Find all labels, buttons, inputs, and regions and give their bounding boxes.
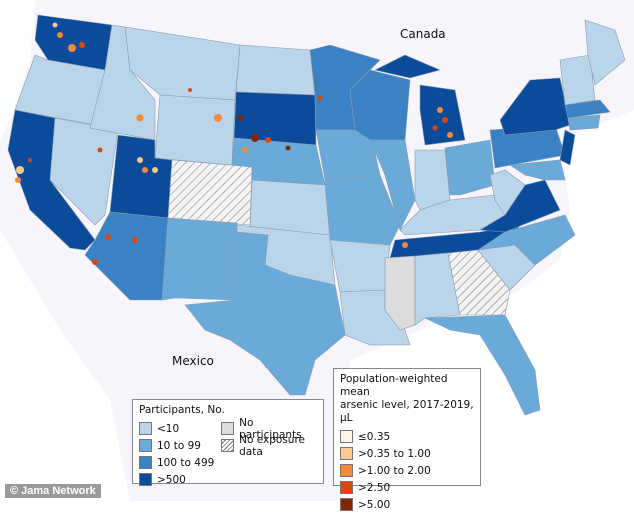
copyright-credit: © Jama Network: [5, 484, 101, 498]
state-florida[interactable]: [424, 314, 541, 416]
arsenic-legend: Population-weighted mean arsenic level, 2…: [333, 368, 481, 511]
swatch-icon: [139, 422, 152, 435]
state-south-dakota[interactable]: [233, 91, 317, 146]
state-illinois[interactable]: [369, 139, 416, 231]
legend-item-no-participants: No participants: [221, 417, 317, 441]
state-kansas[interactable]: [249, 179, 331, 236]
state-texas[interactable]: [184, 231, 346, 396]
legend-item-gt500: >5.00: [340, 496, 474, 513]
state-north-carolina[interactable]: [477, 214, 576, 266]
state-connecticut-ri[interactable]: [567, 114, 601, 131]
legend-item-10to99: 10 to 99: [139, 437, 221, 454]
participants-legend-title: Participants, No.: [139, 404, 225, 416]
swatch-icon: [340, 447, 353, 460]
swatch-icon: [221, 422, 235, 435]
state-georgia[interactable]: [447, 249, 511, 316]
legend-item-lt10: <10: [139, 420, 221, 437]
state-vermont-nh[interactable]: [559, 54, 596, 106]
swatch-icon: [340, 481, 353, 494]
state-colorado[interactable]: [167, 159, 253, 226]
state-maine[interactable]: [584, 19, 626, 86]
legend-item-le035: ≤0.35: [340, 428, 474, 445]
canada-label: Canada: [400, 27, 446, 41]
state-north-dakota[interactable]: [235, 44, 316, 96]
state-arkansas[interactable]: [329, 239, 391, 293]
legend-item-1to2: >1.00 to 2.00: [340, 462, 474, 479]
swatch-icon: [340, 498, 353, 511]
arsenic-legend-title: Population-weighted mean arsenic level, 2…: [340, 373, 474, 424]
state-new-jersey[interactable]: [559, 129, 576, 166]
state-west-virginia[interactable]: [489, 169, 526, 216]
legend-item-no-exposure: No exposure data: [221, 434, 317, 458]
swatch-icon: [139, 439, 152, 452]
swatch-icon: [340, 464, 353, 477]
state-michigan[interactable]: [419, 84, 466, 146]
state-ohio[interactable]: [444, 139, 496, 196]
state-wyoming[interactable]: [154, 94, 236, 166]
participants-legend: Participants, No. <10 10 to 99 100 to 49…: [132, 399, 324, 486]
state-missouri[interactable]: [324, 174, 401, 246]
state-massachusetts[interactable]: [564, 99, 611, 119]
swatch-icon: [139, 456, 152, 469]
arsenic-dots: [15, 22, 453, 265]
state-mississippi[interactable]: [384, 255, 416, 331]
hatch-swatch-icon: [221, 439, 235, 452]
swatch-icon: [340, 430, 353, 443]
legend-item-035to1: >0.35 to 1.00: [340, 445, 474, 462]
mexico-label: Mexico: [172, 354, 214, 368]
state-new-mexico[interactable]: [161, 217, 238, 301]
legend-item-gt500: >500: [139, 471, 221, 488]
state-indiana[interactable]: [414, 149, 451, 211]
state-alabama[interactable]: [414, 252, 461, 326]
legend-item-gt250: >2.50: [340, 479, 474, 496]
state-maryland[interactable]: [509, 159, 566, 181]
state-michigan-up[interactable]: [374, 54, 441, 79]
swatch-icon: [139, 473, 152, 486]
legend-item-100to499: 100 to 499: [139, 454, 221, 471]
